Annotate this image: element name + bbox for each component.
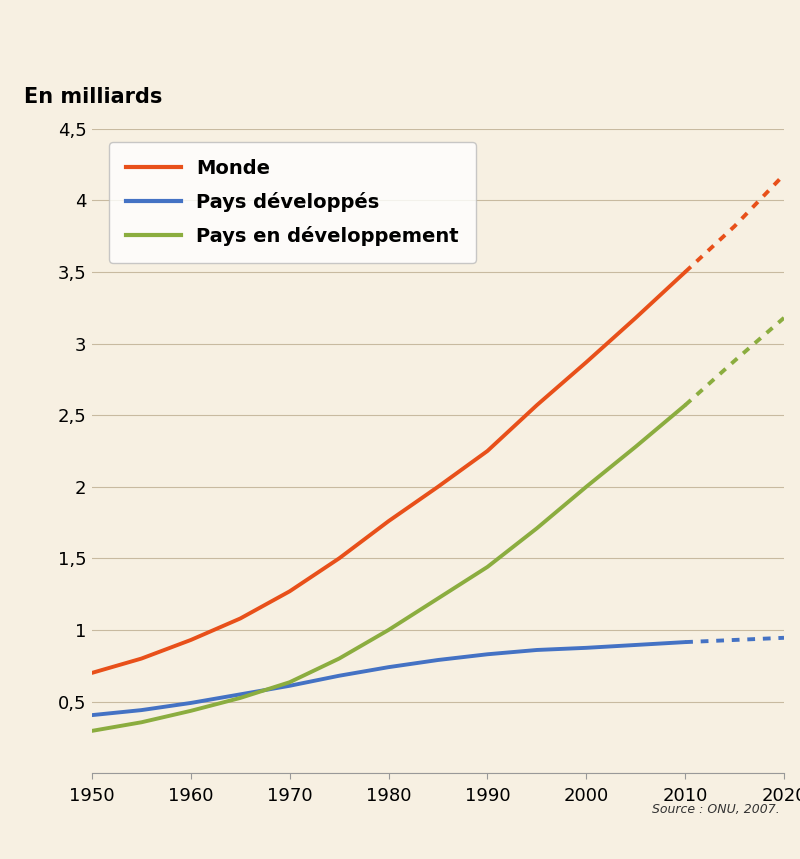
Legend: Monde, Pays développés, Pays en développement: Monde, Pays développés, Pays en développ… — [109, 142, 476, 263]
Text: Source : ONU, 2007.: Source : ONU, 2007. — [652, 803, 780, 816]
Text: En milliards: En milliards — [24, 88, 162, 107]
